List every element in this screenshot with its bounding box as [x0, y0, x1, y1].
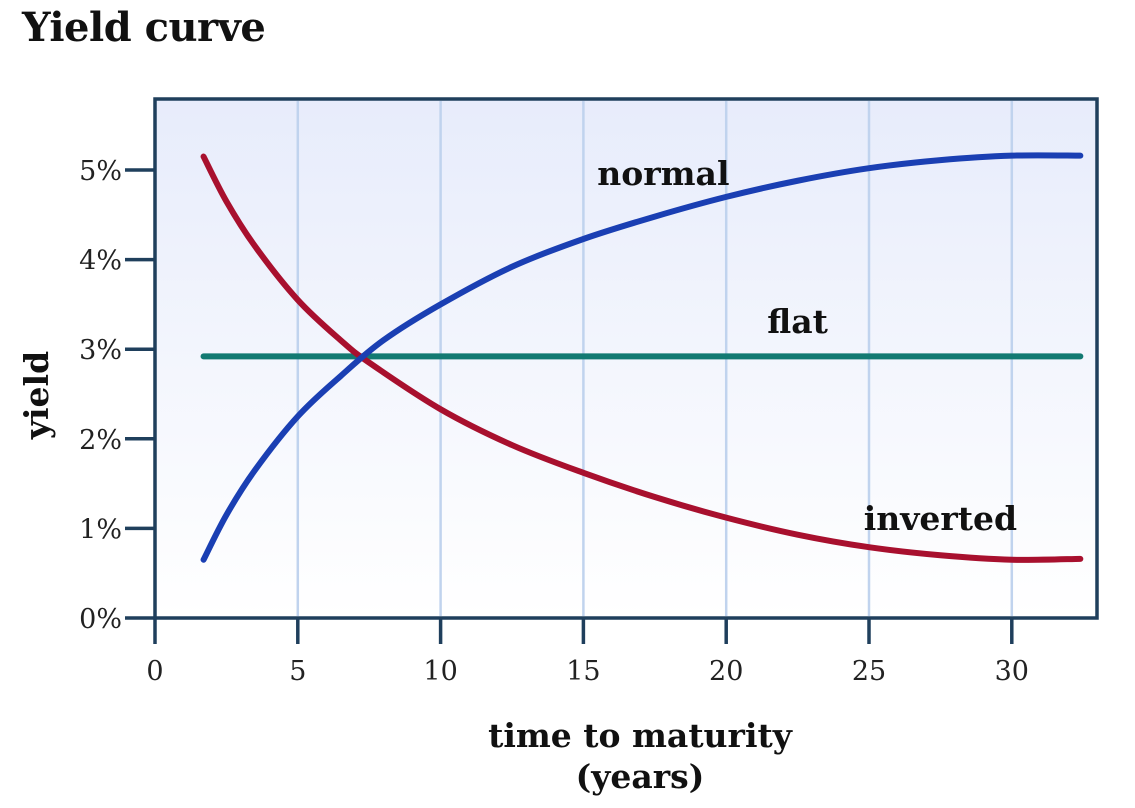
- y-axis: 0% 1% 2% 3% 4% 5%: [79, 156, 155, 635]
- y-tick-label: 4%: [79, 246, 122, 277]
- x-tick-label: 5: [289, 656, 306, 687]
- y-tick-label: 3%: [79, 335, 122, 366]
- x-axis-label: time to maturity: [488, 716, 793, 755]
- y-axis-label: yield: [17, 351, 56, 440]
- y-tick-label: 2%: [79, 425, 122, 456]
- x-tick-label: 25: [852, 656, 886, 687]
- series-line-inverted: [200, 153, 1084, 563]
- series-labels: normal flat inverted: [597, 154, 1017, 538]
- series-label-normal: normal: [597, 154, 729, 193]
- x-tick-label: 0: [146, 656, 163, 687]
- x-axis: 0 5 10 15 20 25 30: [146, 618, 1029, 687]
- x-tick-label: 20: [709, 656, 743, 687]
- series-lines: [200, 152, 1084, 563]
- plot-frame: [153, 97, 1099, 620]
- series-label-inverted: inverted: [864, 499, 1017, 538]
- x-tick-label: 30: [995, 656, 1029, 687]
- y-tick-label: 5%: [79, 156, 122, 187]
- x-tick-label: 15: [566, 656, 600, 687]
- series-label-flat: flat: [767, 302, 828, 341]
- chart-title: Yield curve: [22, 4, 266, 51]
- y-tick-label: 0%: [79, 604, 122, 635]
- series-line-normal: [200, 152, 1084, 563]
- x-tick-label: 10: [423, 656, 457, 687]
- x-axis-label-units: (years): [576, 757, 705, 796]
- y-tick-label: 1%: [79, 514, 122, 545]
